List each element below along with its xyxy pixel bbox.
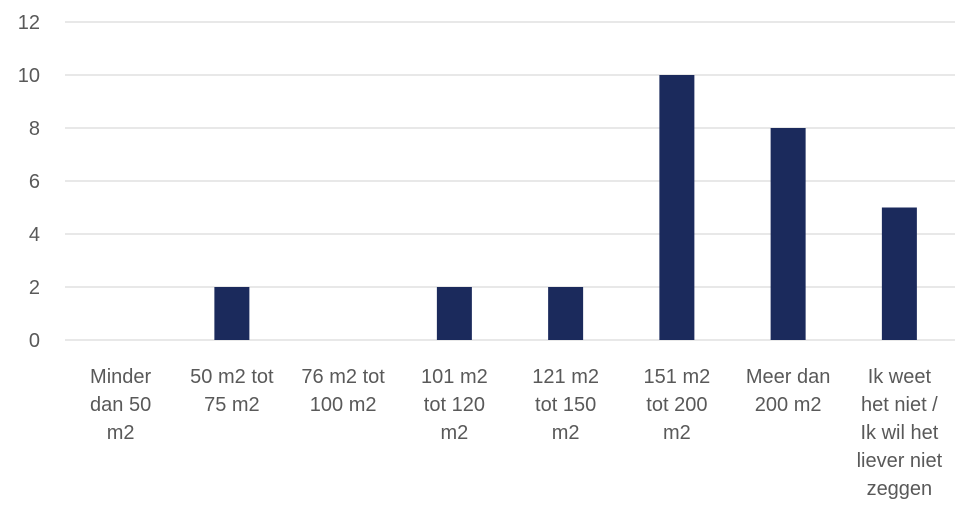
x-axis-categories: Minder dan 50 m2 50 m2 tot 75 m2 76 m2 tot 100… <box>90 366 943 500</box>
x-category-label: Ik weet het niet / Ik wil het liever niet ze… <box>857 366 943 500</box>
y-tick-label: 10 <box>18 65 40 87</box>
bar-3 <box>436 287 472 340</box>
x-category-label: 76 m2 tot 100 m2 <box>301 366 385 416</box>
y-tick-label: 6 <box>29 171 40 193</box>
x-category-label: 101 m2 tot 120 m2 <box>421 366 488 444</box>
bar-7 <box>881 207 917 340</box>
y-tick-label: 0 <box>29 330 40 352</box>
y-tick-label: 2 <box>29 277 40 299</box>
bars <box>214 75 917 340</box>
gridlines <box>65 21 955 341</box>
x-category-label: 50 m2 tot 75 m2 <box>190 366 274 416</box>
bar-1 <box>214 287 250 340</box>
x-category-label: Minder dan 50 m2 <box>90 366 151 444</box>
bar-6 <box>770 128 806 340</box>
y-axis-ticks: 0 2 4 6 8 10 12 <box>18 12 40 352</box>
y-tick-label: 4 <box>29 224 40 246</box>
x-category-label: Meer dan 200 m2 <box>746 366 831 416</box>
x-category-label: 121 m2 tot 150 m2 <box>532 366 599 444</box>
y-tick-label: 12 <box>18 12 40 34</box>
y-tick-label: 8 <box>29 118 40 140</box>
bar-4 <box>548 287 584 340</box>
x-category-label: 151 m2 tot 200 m2 <box>644 366 711 444</box>
bar-5 <box>659 75 695 340</box>
